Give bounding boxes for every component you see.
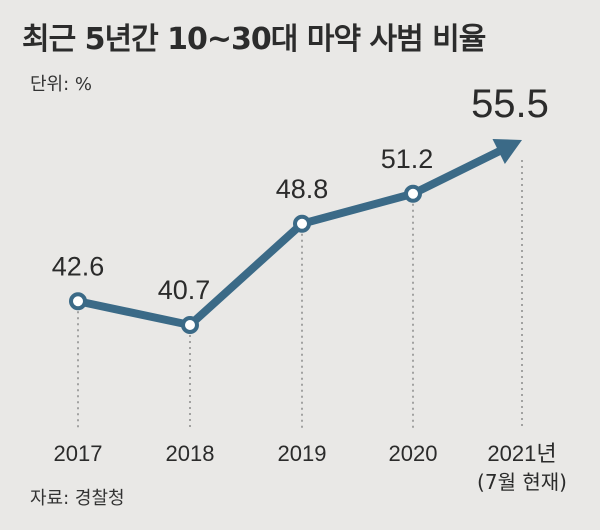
data-label-2020: 51.2 — [381, 144, 434, 174]
data-label-2019: 48.8 — [276, 174, 329, 204]
unit-label: 단위: % — [30, 74, 93, 95]
x-tick-2021년: 2021년 — [487, 441, 556, 466]
x-tick-2018: 2018 — [166, 441, 215, 466]
x-tick-2019: 2019 — [278, 441, 327, 466]
arrow-head-marker — [492, 138, 522, 165]
data-label-2017: 42.6 — [52, 251, 105, 281]
data-point-2020 — [404, 184, 422, 203]
source-label: 자료: 경찰청 — [30, 488, 125, 509]
x-tick-2020: 2020 — [389, 441, 438, 466]
data-point-2019 — [293, 214, 311, 233]
x-tick-sublabel-2021년: (7월 현재) — [477, 470, 567, 494]
chart-title: 최근 5년간 10~30대 마약 사범 비율 — [22, 22, 486, 57]
x-tick-2017: 2017 — [54, 441, 103, 466]
data-point-2018 — [181, 316, 199, 334]
data-label-2021년: 55.5 — [471, 82, 549, 126]
data-point-2017 — [69, 292, 87, 311]
data-label-2018: 40.7 — [158, 275, 211, 305]
